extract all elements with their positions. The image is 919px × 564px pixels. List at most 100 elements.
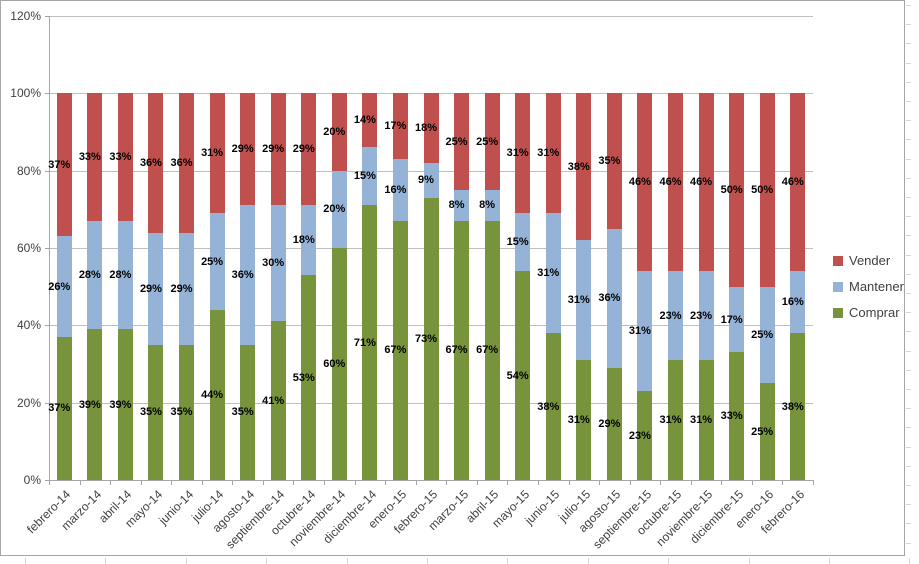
bar-segment-vender[interactable]	[576, 93, 592, 241]
bar-segment-mantener[interactable]	[301, 205, 317, 276]
bar-segment-mantener[interactable]	[484, 190, 500, 221]
bar-segment-comprar[interactable]	[423, 197, 439, 480]
stacked-bar-chart[interactable]: 0% 20% 40% 60% 80% 100% 120% 37% 26% 37% febrero-1…	[0, 0, 905, 556]
bar-segment-comprar[interactable]	[545, 333, 561, 480]
bar-segment-comprar[interactable]	[606, 367, 622, 480]
bar-segment-vender[interactable]	[637, 93, 653, 272]
bar-segment-comprar[interactable]	[790, 333, 806, 480]
data-label-vender: 50%	[751, 184, 774, 196]
bar-segment-vender[interactable]	[209, 93, 225, 214]
bar-segment-vender[interactable]	[56, 93, 72, 237]
bar-segment-mantener[interactable]	[729, 286, 745, 353]
worksheet-gridline-stub	[507, 558, 508, 564]
bar-segment-mantener[interactable]	[179, 232, 195, 345]
bar-segment-vender[interactable]	[392, 93, 408, 160]
bar-segment-comprar[interactable]	[148, 344, 164, 480]
bar-segment-vender[interactable]	[759, 93, 775, 287]
bar-segment-vender[interactable]	[454, 93, 470, 190]
data-label-mantener: 23%	[690, 309, 713, 322]
bar-segment-comprar[interactable]	[515, 271, 531, 480]
data-label-mantener: 36%	[231, 269, 254, 282]
bar-segment-comprar[interactable]	[576, 360, 592, 480]
bar-segment-vender[interactable]	[545, 93, 561, 214]
bar-segment-comprar[interactable]	[117, 329, 133, 480]
bar-segment-mantener[interactable]	[392, 159, 408, 221]
bar-segment-mantener[interactable]	[545, 213, 561, 334]
worksheet-gridline-stub	[906, 466, 911, 467]
bar-segment-mantener[interactable]	[667, 271, 683, 361]
bar-segment-comprar[interactable]	[301, 275, 317, 480]
data-label-mantener: 25%	[201, 255, 224, 268]
data-label-comprar: 60%	[323, 358, 346, 370]
bar-segment-mantener[interactable]	[209, 213, 225, 310]
bar-segment-comprar[interactable]	[729, 352, 745, 480]
bar-segment-mantener[interactable]	[362, 147, 378, 206]
bar-segment-comprar[interactable]	[454, 220, 470, 480]
bar-segment-vender[interactable]	[117, 93, 133, 221]
bar-segment-comprar[interactable]	[759, 383, 775, 480]
worksheet-gridline-stub	[668, 558, 669, 564]
bar-segment-vender[interactable]	[606, 93, 622, 229]
bar-segment-mantener[interactable]	[759, 286, 775, 384]
horizontal-gridline	[49, 16, 813, 17]
bar-segment-mantener[interactable]	[331, 170, 347, 248]
bar-segment-vender[interactable]	[240, 93, 256, 206]
x-axis-tick	[446, 480, 448, 485]
bar-segment-vender[interactable]	[790, 93, 806, 272]
bar-segment-vender[interactable]	[179, 93, 195, 233]
y-axis-tick	[45, 170, 49, 172]
bar-segment-mantener[interactable]	[56, 236, 72, 337]
bar-segment-vender[interactable]	[270, 93, 286, 206]
x-axis-tick	[262, 480, 264, 485]
bar-segment-vender[interactable]	[362, 93, 378, 148]
data-label-comprar: 33%	[720, 410, 743, 423]
bar-segment-comprar[interactable]	[484, 220, 500, 480]
bar-segment-mantener[interactable]	[270, 205, 286, 322]
bar-segment-vender[interactable]	[87, 93, 103, 221]
data-label-comprar: 29%	[598, 417, 621, 430]
legend-item-vender[interactable]: Vender	[833, 253, 890, 268]
bar-segment-comprar[interactable]	[209, 309, 225, 480]
bar-segment-comprar[interactable]	[392, 220, 408, 480]
bar-segment-mantener[interactable]	[87, 220, 103, 330]
bar-segment-mantener[interactable]	[515, 213, 531, 272]
bar-segment-mantener[interactable]	[117, 220, 133, 330]
bar-segment-comprar[interactable]	[87, 329, 103, 480]
bar-segment-comprar[interactable]	[56, 336, 72, 480]
bar-segment-mantener[interactable]	[423, 162, 439, 198]
bar-segment-vender[interactable]	[698, 93, 714, 272]
bar-segment-comprar[interactable]	[240, 344, 256, 480]
bar-segment-comprar[interactable]	[331, 248, 347, 480]
bar-segment-comprar[interactable]	[270, 321, 286, 480]
bar-segment-comprar[interactable]	[179, 344, 195, 480]
bar-segment-comprar[interactable]	[698, 360, 714, 480]
y-axis-tick	[45, 248, 49, 249]
bar-segment-comprar[interactable]	[667, 360, 683, 480]
bar-segment-mantener[interactable]	[148, 232, 164, 345]
bar-segment-mantener[interactable]	[576, 240, 592, 361]
data-label-vender: 17%	[384, 120, 407, 133]
bar-segment-vender[interactable]	[515, 93, 531, 214]
bar-segment-vender[interactable]	[667, 93, 683, 272]
bar-segment-comprar[interactable]	[637, 391, 653, 480]
worksheet-gridline-stub	[906, 543, 911, 544]
data-label-mantener: 15%	[506, 236, 529, 249]
bar-segment-mantener[interactable]	[240, 205, 256, 345]
legend-item-comprar[interactable]: Comprar	[833, 305, 900, 320]
bar-segment-comprar[interactable]	[362, 205, 378, 480]
bar-segment-vender[interactable]	[301, 93, 317, 206]
bar-segment-vender[interactable]	[423, 93, 439, 163]
bar-segment-mantener[interactable]	[454, 190, 470, 221]
bar-segment-mantener[interactable]	[637, 271, 653, 392]
bar-segment-vender[interactable]	[729, 93, 745, 287]
bar-segment-vender[interactable]	[484, 93, 500, 190]
x-axis-tick	[476, 480, 478, 485]
bar-segment-mantener[interactable]	[606, 228, 622, 368]
bar-segment-vender[interactable]	[331, 93, 347, 171]
bar-segment-mantener[interactable]	[790, 271, 806, 334]
data-label-comprar: 35%	[170, 406, 193, 419]
x-axis-tick	[293, 480, 295, 485]
bar-segment-vender[interactable]	[148, 93, 164, 233]
legend-item-mantener[interactable]: Mantener	[833, 279, 904, 294]
bar-segment-mantener[interactable]	[698, 271, 714, 361]
